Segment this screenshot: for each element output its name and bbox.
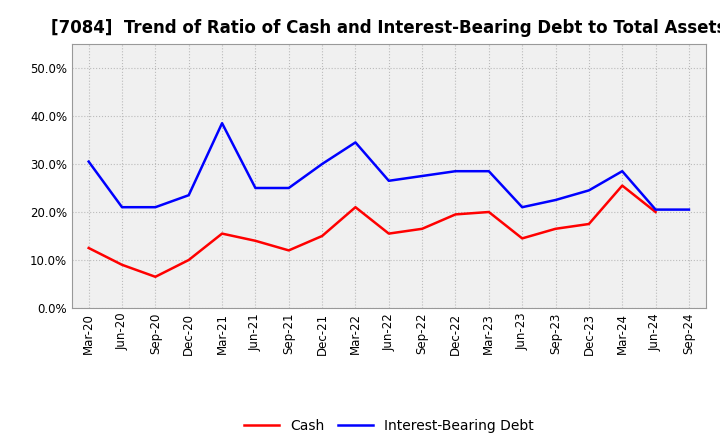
Cash — [652, 209, 660, 215]
Cash — [618, 183, 626, 188]
Interest-Bearing Debt — [84, 159, 93, 164]
Cash — [117, 262, 126, 268]
Interest-Bearing Debt — [418, 173, 426, 179]
Interest-Bearing Debt — [351, 140, 360, 145]
Cash — [552, 226, 560, 231]
Cash — [518, 236, 526, 241]
Interest-Bearing Debt — [117, 205, 126, 210]
Interest-Bearing Debt — [318, 161, 326, 167]
Cash — [318, 233, 326, 238]
Cash — [485, 209, 493, 215]
Cash — [151, 274, 160, 279]
Interest-Bearing Debt — [552, 198, 560, 203]
Legend: Cash, Interest-Bearing Debt: Cash, Interest-Bearing Debt — [238, 413, 539, 438]
Interest-Bearing Debt — [217, 121, 226, 126]
Interest-Bearing Debt — [384, 178, 393, 183]
Interest-Bearing Debt — [451, 169, 460, 174]
Cash — [284, 248, 293, 253]
Interest-Bearing Debt — [284, 185, 293, 191]
Interest-Bearing Debt — [518, 205, 526, 210]
Interest-Bearing Debt — [184, 193, 193, 198]
Interest-Bearing Debt — [618, 169, 626, 174]
Line: Cash: Cash — [89, 186, 656, 277]
Interest-Bearing Debt — [251, 185, 260, 191]
Cash — [251, 238, 260, 243]
Interest-Bearing Debt — [652, 207, 660, 212]
Cash — [217, 231, 226, 236]
Cash — [84, 246, 93, 251]
Interest-Bearing Debt — [685, 207, 693, 212]
Cash — [418, 226, 426, 231]
Cash — [351, 205, 360, 210]
Line: Interest-Bearing Debt: Interest-Bearing Debt — [89, 123, 689, 209]
Cash — [451, 212, 460, 217]
Cash — [384, 231, 393, 236]
Cash — [184, 257, 193, 263]
Title: [7084]  Trend of Ratio of Cash and Interest-Bearing Debt to Total Assets: [7084] Trend of Ratio of Cash and Intere… — [51, 19, 720, 37]
Interest-Bearing Debt — [485, 169, 493, 174]
Interest-Bearing Debt — [151, 205, 160, 210]
Interest-Bearing Debt — [585, 188, 593, 193]
Cash — [585, 221, 593, 227]
